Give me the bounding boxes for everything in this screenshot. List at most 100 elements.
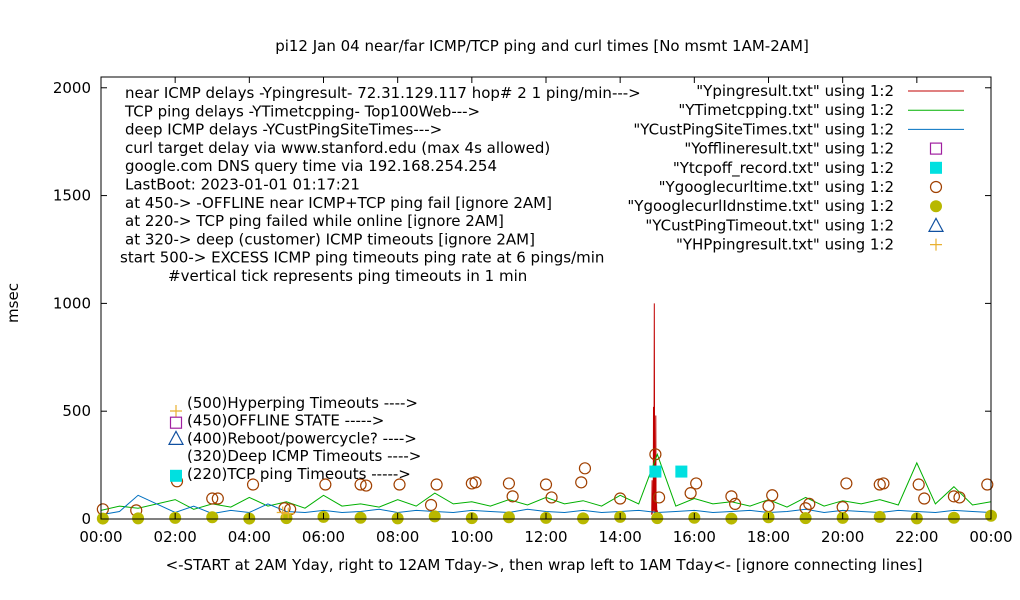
data-point bbox=[246, 478, 260, 491]
legend-label: "YTimetcpping.txt" using 1:2 bbox=[678, 101, 894, 119]
data-point bbox=[206, 511, 219, 524]
series-line bbox=[100, 494, 992, 516]
data-point bbox=[947, 490, 961, 503]
y-tick-label: 0 bbox=[81, 510, 91, 528]
legend-label: "YCustPingTimeout.txt" using 1:2 bbox=[645, 216, 894, 234]
data-point bbox=[545, 491, 558, 504]
data-point bbox=[649, 465, 662, 478]
y-tick-label: 2000 bbox=[53, 79, 91, 97]
annotation-line: near ICMP delays -Ypingresult- 72.31.129… bbox=[125, 84, 641, 102]
legend-label: "YgooglecurlIdnstime.txt" using 1:2 bbox=[627, 197, 894, 215]
series-line bbox=[100, 452, 992, 511]
x-tick-label: 12:00 bbox=[524, 528, 567, 546]
data-point bbox=[799, 512, 812, 525]
marker-key-symbol bbox=[170, 405, 182, 417]
series-line bbox=[651, 303, 660, 516]
data-point bbox=[803, 497, 816, 511]
data-point bbox=[578, 462, 592, 475]
annotation-line: LastBoot: 2023-01-01 01:17:21 bbox=[125, 176, 360, 194]
data-point bbox=[653, 491, 666, 504]
data-point bbox=[319, 478, 332, 491]
axes-layer: 00:00 02:00 04:00 06:00 08:00 10:00 12:00 14:00… bbox=[53, 77, 1013, 546]
data-point bbox=[428, 510, 441, 523]
legend-symbol bbox=[930, 200, 942, 213]
y-tick-label: 1000 bbox=[53, 294, 91, 312]
data-point bbox=[725, 490, 738, 503]
series-layer bbox=[96, 303, 997, 525]
data-point bbox=[424, 498, 438, 512]
x-tick-label: 08:00 bbox=[376, 528, 419, 546]
data-point bbox=[675, 465, 688, 478]
data-point bbox=[132, 512, 145, 525]
data-point bbox=[840, 477, 853, 490]
annotation-line: at 220-> TCP ping failed while online [i… bbox=[125, 212, 504, 230]
legend-label: "YHPpingresult.txt" using 1:2 bbox=[676, 236, 894, 254]
legend-label: "Ypingresult.txt" using 1:2 bbox=[696, 82, 894, 100]
marker-key-symbol bbox=[169, 416, 183, 429]
data-point bbox=[981, 478, 994, 491]
x-tick-label: 00:00 bbox=[79, 528, 122, 546]
annotation-line: at 320-> deep (customer) ICMP timeouts [… bbox=[125, 230, 535, 248]
notes-layer: near ICMP delays -Ypingresult- 72.31.129… bbox=[120, 84, 641, 285]
data-point bbox=[836, 501, 849, 514]
x-tick-label: 06:00 bbox=[302, 528, 345, 546]
marker-key-label: (450)OFFLINE STATE -----> bbox=[187, 412, 384, 430]
annotation-line: #vertical tick represents ping timeouts … bbox=[168, 267, 527, 285]
annotation-line: google.com DNS query time via 192.168.25… bbox=[125, 157, 497, 175]
legend-label: "YCustPingSiteTimes.txt" using 1:2 bbox=[633, 120, 894, 138]
x-tick-label: 10:00 bbox=[450, 528, 493, 546]
data-point bbox=[502, 477, 516, 490]
data-point bbox=[912, 478, 925, 491]
annotation-line: at 450-> -OFFLINE near ICMP+TCP ping fai… bbox=[125, 194, 552, 212]
legend-label: "Ygooglecurltime.txt" using 1:2 bbox=[659, 178, 894, 196]
data-point bbox=[877, 477, 890, 490]
data-point bbox=[651, 512, 664, 525]
data-point bbox=[690, 477, 703, 490]
data-point bbox=[918, 492, 931, 505]
marker-key: (500)Hyperping Timeouts ---->(450)OFFLIN… bbox=[167, 394, 421, 483]
x-tick-label: 00:00 bbox=[969, 528, 1012, 546]
data-point bbox=[614, 492, 627, 505]
chart-title: pi12 Jan 04 near/far ICMP/TCP ping and c… bbox=[275, 37, 809, 55]
legend-label: "Ytcpoff_record.txt" using 1:2 bbox=[673, 159, 894, 178]
y-tick-label: 1500 bbox=[53, 187, 91, 205]
data-point bbox=[469, 476, 482, 489]
legend-symbol bbox=[929, 142, 943, 155]
data-point bbox=[211, 492, 224, 505]
x-tick-label: 04:00 bbox=[228, 528, 271, 546]
annotation-line: curl target delay via www.stanford.edu (… bbox=[125, 139, 550, 157]
marker-key-label: (500)Hyperping Timeouts ----> bbox=[187, 394, 418, 412]
legend: "Ypingresult.txt" using 1:2"YTimetcpping… bbox=[627, 82, 964, 254]
x-tick-label: 22:00 bbox=[895, 528, 938, 546]
legend-label: "Yofflineresult.txt" using 1:2 bbox=[684, 140, 894, 158]
data-point bbox=[684, 487, 697, 500]
y-axis-label: msec bbox=[4, 283, 22, 323]
data-point bbox=[766, 489, 779, 502]
data-point bbox=[873, 510, 886, 523]
x-tick-label: 18:00 bbox=[747, 528, 790, 546]
data-point bbox=[393, 478, 406, 491]
data-point bbox=[506, 490, 519, 503]
data-point bbox=[762, 499, 775, 513]
data-point bbox=[947, 511, 960, 524]
y-tick-label: 500 bbox=[62, 402, 91, 420]
data-point bbox=[354, 511, 367, 524]
data-point bbox=[539, 478, 553, 491]
data-point bbox=[354, 478, 367, 491]
marker-key-label: (320)Deep ICMP Timeouts ----> bbox=[187, 447, 421, 465]
legend-symbol bbox=[929, 180, 943, 194]
data-point bbox=[280, 512, 293, 525]
x-tick-label: 14:00 bbox=[599, 528, 642, 546]
data-point bbox=[649, 448, 662, 461]
x-tick-label: 16:00 bbox=[673, 528, 716, 546]
data-point bbox=[729, 497, 742, 511]
marker-key-symbol bbox=[170, 469, 182, 482]
marker-key-label: (220)TCP ping Timeouts -----> bbox=[187, 465, 411, 483]
data-point bbox=[502, 511, 515, 524]
marker-key-label: (400)Reboot/powercycle? ----> bbox=[187, 429, 417, 447]
data-point bbox=[577, 512, 590, 525]
annotation-line: start 500-> EXCESS ICMP ping timeouts pi… bbox=[120, 249, 604, 267]
data-point bbox=[575, 476, 588, 489]
x-axis-label: <-START at 2AM Yday, right to 12AM Tday-… bbox=[166, 556, 923, 574]
x-tick-label: 20:00 bbox=[821, 528, 864, 546]
